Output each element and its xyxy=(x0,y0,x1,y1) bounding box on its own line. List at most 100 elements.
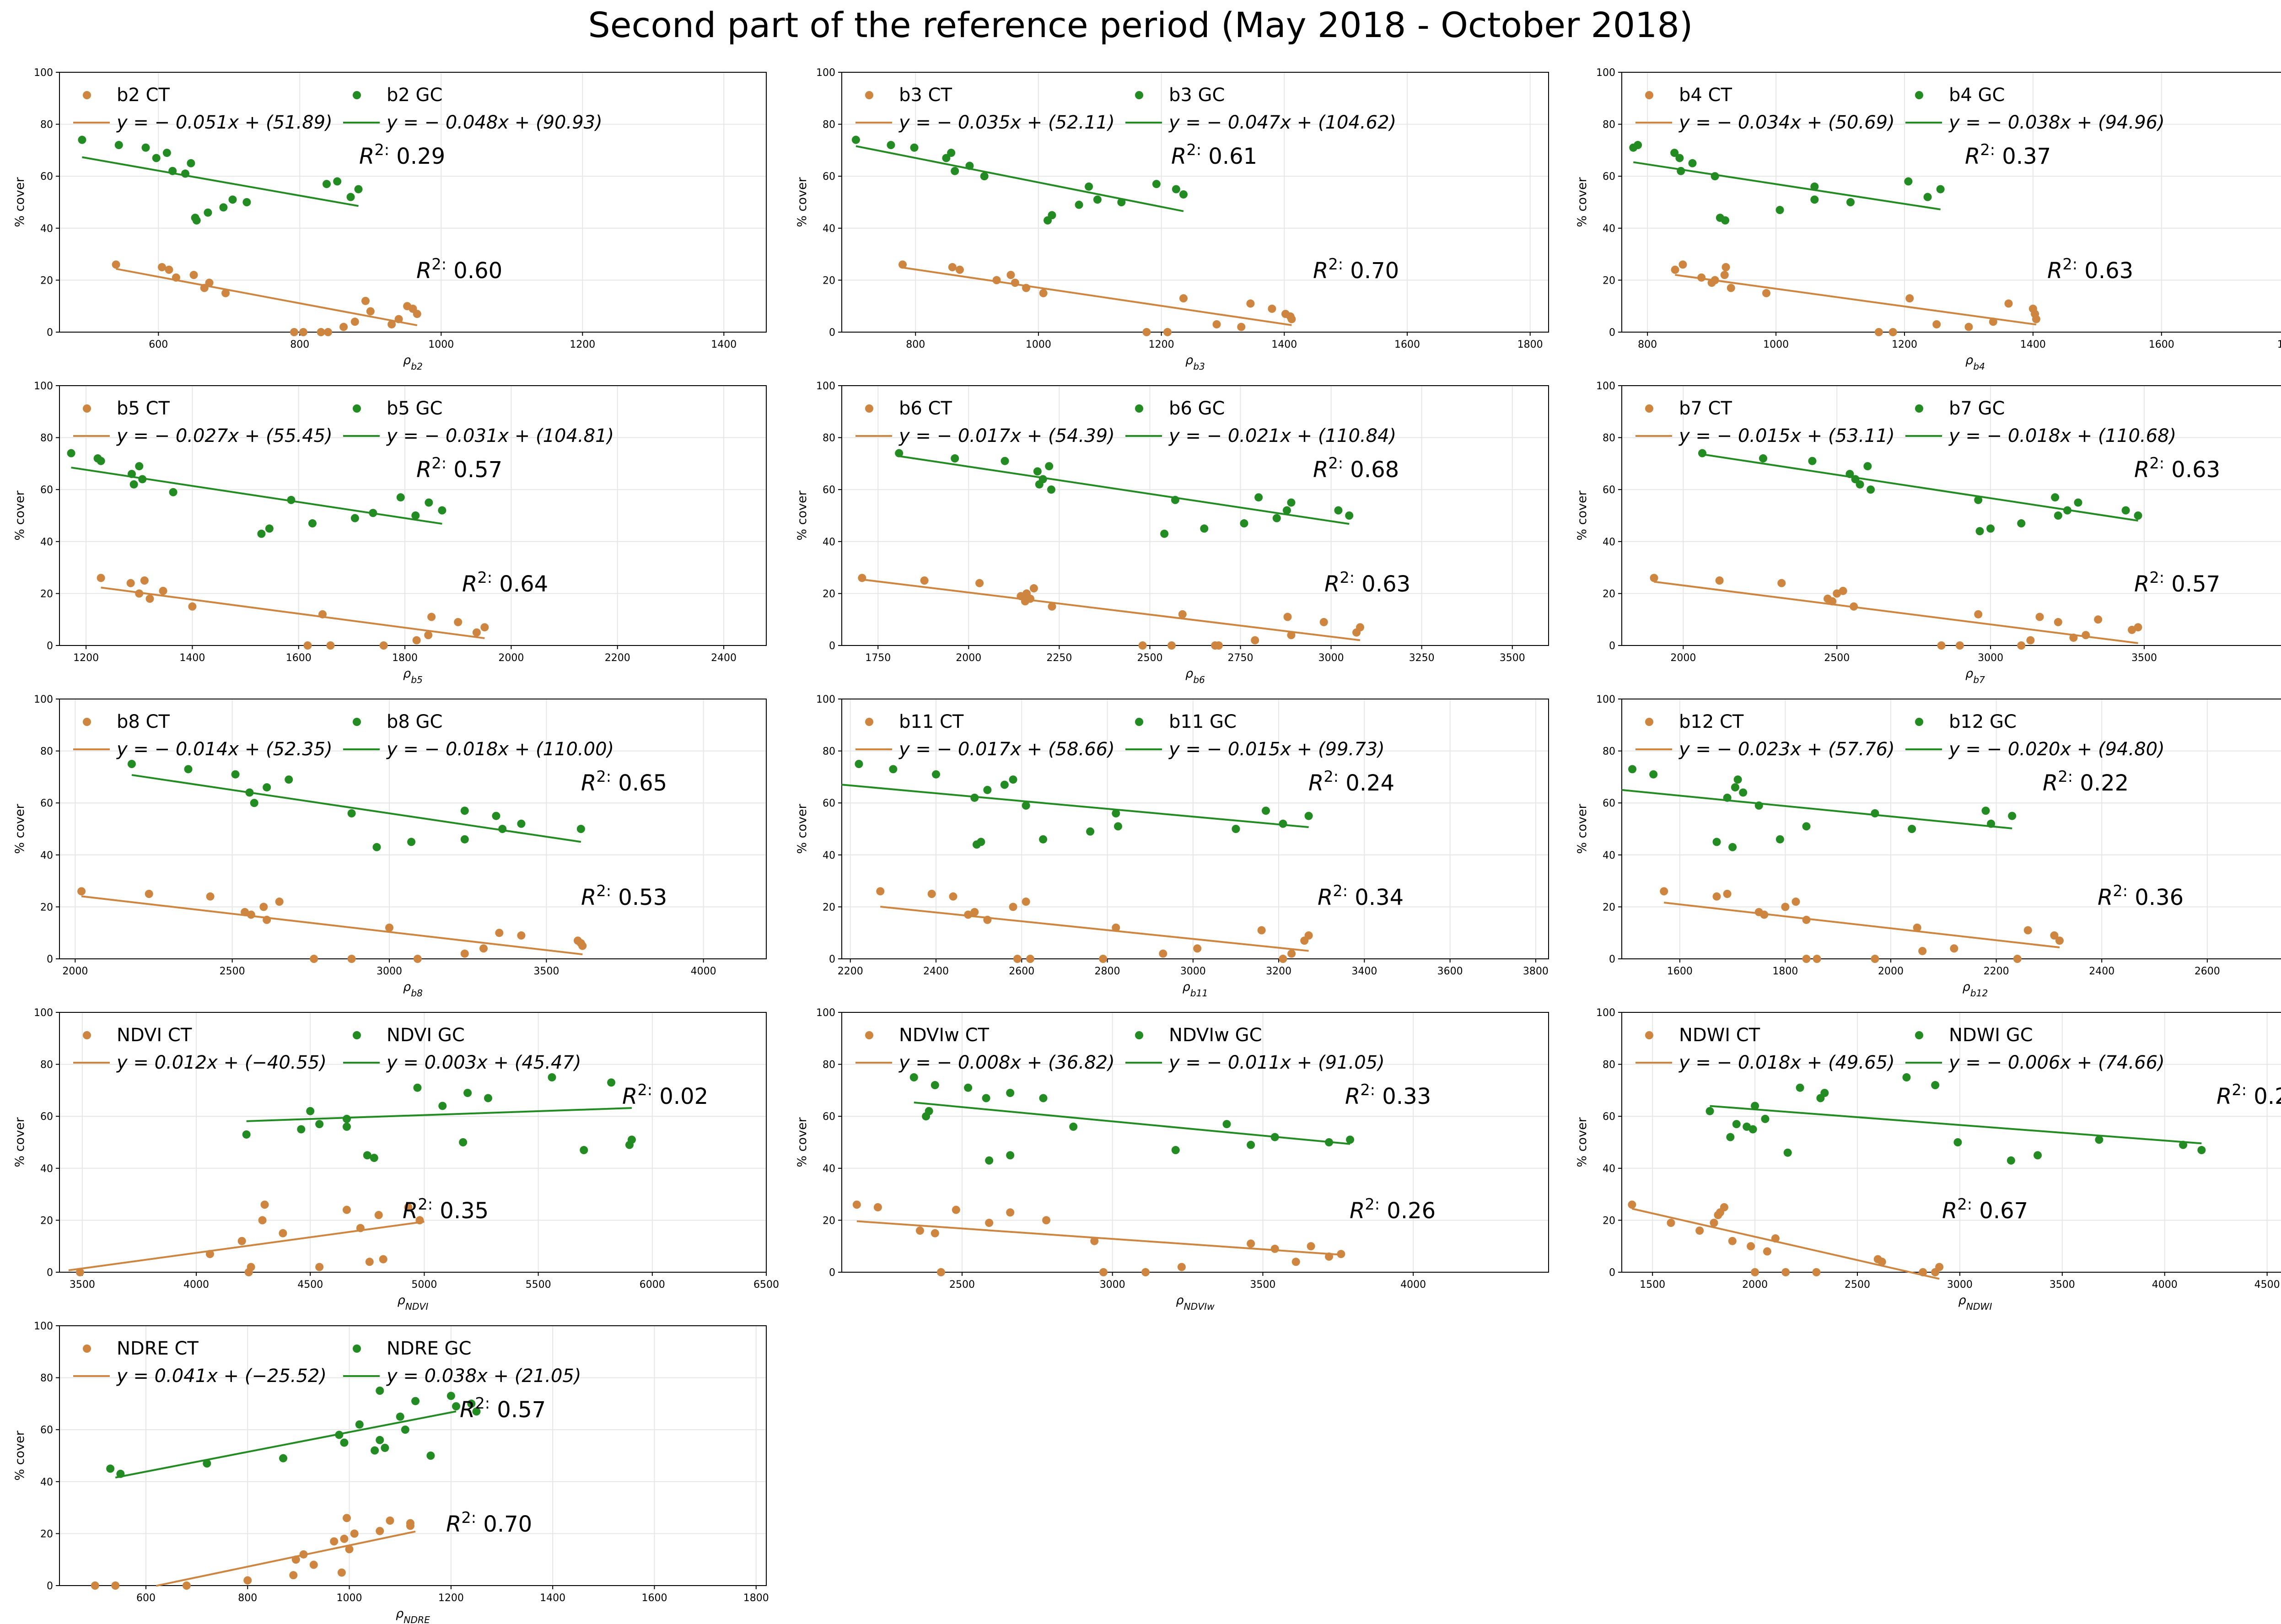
data-point xyxy=(78,135,86,144)
data-point xyxy=(1781,903,1790,911)
data-point xyxy=(2017,641,2026,650)
data-point xyxy=(1678,260,1687,269)
data-point xyxy=(228,195,237,204)
data-point xyxy=(1711,172,1719,181)
data-point xyxy=(350,317,359,326)
y-tick-label: 80 xyxy=(823,746,835,758)
y-tick-label: 40 xyxy=(40,223,53,235)
data-point xyxy=(145,890,153,898)
regression-line xyxy=(880,906,1309,952)
data-point xyxy=(855,760,863,768)
x-axis-label: ρb7 xyxy=(1965,667,1985,685)
data-point xyxy=(889,765,898,774)
data-point xyxy=(340,1534,349,1543)
data-point xyxy=(576,825,585,833)
legend-entry: b4 CT xyxy=(1679,85,1732,106)
y-tick-label: 60 xyxy=(1603,484,1615,496)
legend-entry: NDVIw CT xyxy=(899,1025,990,1046)
data-point xyxy=(1712,892,1721,901)
data-point xyxy=(411,1397,420,1405)
data-point xyxy=(1026,955,1034,963)
data-point xyxy=(67,449,75,457)
data-point xyxy=(1270,1244,1279,1253)
y-tick-label: 60 xyxy=(823,484,835,496)
y-tick-label: 0 xyxy=(1609,640,1615,652)
y-tick-label: 100 xyxy=(816,381,835,392)
legend-marker xyxy=(1645,1031,1653,1039)
r-squared-label: R2: 0.63 xyxy=(2047,255,2133,284)
legend-marker xyxy=(353,404,361,413)
legend-fit-equation: y = − 0.035x + (52.11) xyxy=(898,112,1115,133)
data-point xyxy=(2013,955,2022,963)
x-tick-label: 1400 xyxy=(179,652,205,664)
x-axis-label: ρb2 xyxy=(403,353,423,372)
data-point xyxy=(1888,328,1897,336)
legend: b7 CT y = − 0.015x + (53.11) b7 GC y = − 0.… xyxy=(1635,398,2176,446)
data-point xyxy=(517,819,526,828)
y-tick-label: 100 xyxy=(1596,381,1615,392)
data-point xyxy=(1247,1140,1255,1149)
data-point xyxy=(1319,618,1328,626)
x-tick-label: 1200 xyxy=(1149,339,1174,350)
data-point xyxy=(1138,641,1147,650)
data-point xyxy=(1075,200,1083,209)
x-axis-label: ρb11 xyxy=(1183,980,1208,999)
regression-line xyxy=(71,467,442,525)
x-tick-label: 6000 xyxy=(640,1279,665,1291)
data-point xyxy=(1728,843,1737,851)
data-point xyxy=(317,328,325,336)
legend-fit-equation: y = − 0.018x + (110.68) xyxy=(1948,425,2176,446)
data-point xyxy=(858,574,866,582)
x-tick-label: 2600 xyxy=(1009,966,1034,977)
data-point xyxy=(1093,195,1102,204)
data-point xyxy=(1650,574,1658,582)
data-point xyxy=(1695,1226,1704,1235)
data-point xyxy=(1935,1263,1944,1271)
r-squared-label: R2: 0.26 xyxy=(1350,1195,1436,1224)
data-point xyxy=(265,524,274,533)
y-tick-label: 20 xyxy=(40,1215,53,1226)
data-point xyxy=(1913,923,1921,932)
data-point xyxy=(2074,498,2082,507)
legend-entry: b5 GC xyxy=(387,398,442,419)
data-point xyxy=(1160,529,1169,538)
data-point xyxy=(206,892,215,901)
data-point xyxy=(1932,320,1941,328)
legend-marker xyxy=(83,718,91,726)
data-point xyxy=(851,135,860,144)
r-squared-label: R2: 0.67 xyxy=(1942,1195,2028,1224)
data-point xyxy=(2128,625,2136,634)
data-point xyxy=(1813,955,1821,963)
data-point xyxy=(1833,589,1841,598)
data-point xyxy=(263,783,271,792)
y-tick-label: 100 xyxy=(34,694,53,705)
legend-entry: b3 GC xyxy=(1169,85,1225,106)
x-tick-label: 1400 xyxy=(540,1592,565,1604)
data-point xyxy=(1820,1089,1829,1097)
data-point xyxy=(1936,185,1945,194)
x-tick-label: 1400 xyxy=(2020,339,2046,350)
data-point xyxy=(162,149,171,157)
legend-fit-equation: y = 0.003x + (45.47) xyxy=(386,1052,581,1073)
r-squared-label: R2: 0.22 xyxy=(2043,768,2129,796)
data-point xyxy=(1810,182,1819,191)
x-tick-label: 2600 xyxy=(2195,966,2220,977)
x-tick-label: 5500 xyxy=(526,1279,551,1291)
regression-line xyxy=(101,586,485,640)
y-tick-label: 0 xyxy=(47,327,53,339)
data-point xyxy=(189,271,198,280)
legend-fit-equation: y = − 0.015x + (99.73) xyxy=(1168,739,1385,760)
y-tick-label: 40 xyxy=(40,1477,53,1488)
r-squared-label: R2: 0.64 xyxy=(462,569,548,597)
x-tick-label: 1600 xyxy=(286,652,312,664)
data-point xyxy=(1812,1268,1821,1276)
data-point xyxy=(2054,618,2062,626)
data-point xyxy=(297,1125,306,1134)
data-point xyxy=(1931,1081,1940,1090)
x-tick-label: 3000 xyxy=(1180,966,1206,977)
data-point xyxy=(1726,1133,1735,1141)
data-point xyxy=(1001,457,1009,465)
data-point xyxy=(290,328,298,336)
data-point xyxy=(159,586,167,595)
data-point xyxy=(1802,822,1811,831)
